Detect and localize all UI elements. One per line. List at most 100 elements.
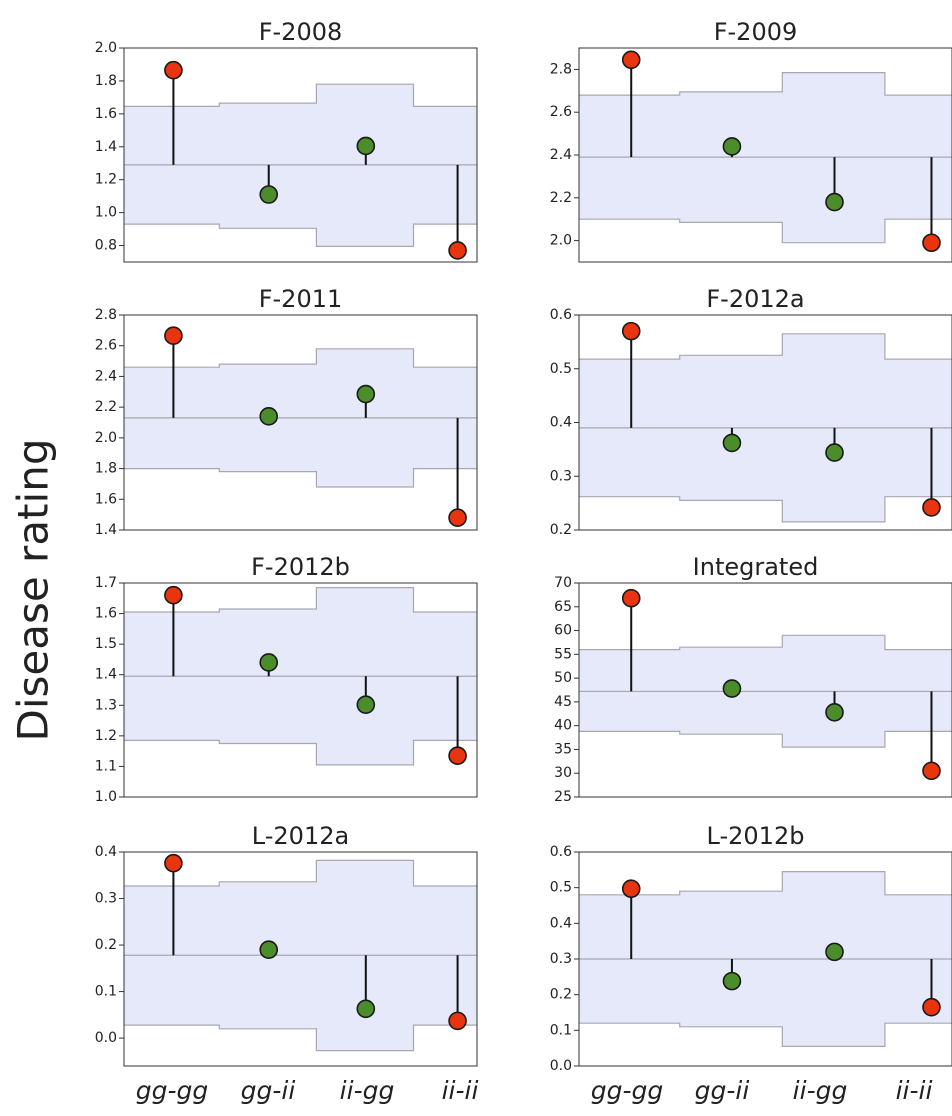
y-tick-label: 0.5 [550, 361, 572, 377]
y-tick-label: 1.0 [95, 789, 117, 805]
chart-panel: 0.8 1.0 1.2 1.4 1.6 1.8 2.0 F-2008 [95, 18, 478, 263]
upper-limit-line [124, 859, 477, 887]
x-category-label: gg-gg [590, 1076, 664, 1105]
chart-panel: 2.0 2.2 2.4 2.6 2.8 F-2009 [550, 18, 952, 263]
plot-area [124, 60, 477, 260]
y-tick-label: 1.6 [95, 491, 117, 507]
data-point [356, 999, 376, 1019]
data-point [825, 443, 844, 462]
y-tick-label: 2.0 [95, 40, 117, 56]
data-point [259, 407, 279, 426]
chart-title: L-2012a [252, 822, 349, 850]
data-point [722, 137, 742, 156]
y-tick-label: 1.3 [95, 697, 117, 713]
plot-frame [123, 47, 478, 263]
y-tick-label: 0.2 [95, 937, 117, 953]
upper-limit-line [124, 83, 477, 107]
plot-area [579, 321, 952, 523]
data-point [922, 233, 941, 253]
y-tick-label: 1.2 [95, 728, 117, 744]
y-tick-label: 2.0 [95, 430, 117, 446]
data-point [259, 940, 279, 959]
y-tick-label: 2.4 [95, 368, 117, 384]
x-category-label: ii-gg [792, 1076, 848, 1105]
upper-limit-line [579, 333, 952, 360]
x-category-label: gg-gg [135, 1076, 209, 1105]
y-tick-label: 2.2 [550, 190, 572, 206]
y-tick-label: 0.5 [550, 880, 572, 896]
y-tick-label: 2.2 [95, 399, 117, 415]
chart-title: F-2011 [259, 285, 343, 313]
y-tick-label: 45 [554, 694, 572, 710]
data-point [164, 60, 183, 80]
data-point [356, 136, 376, 156]
data-point [922, 761, 941, 781]
lower-limit-line [579, 1022, 952, 1047]
chart-title: F-2009 [714, 18, 798, 46]
y-tick-label: 2.4 [550, 147, 572, 163]
y-tick-label: 0.4 [550, 415, 572, 431]
data-point [621, 321, 641, 341]
data-point [356, 695, 376, 714]
data-point [448, 1011, 467, 1031]
data-point [722, 679, 742, 698]
data-point [164, 585, 183, 605]
chart-panel: 0.2 0.3 0.4 0.5 0.6 F-2012a [550, 285, 952, 538]
plot-frame [123, 582, 478, 798]
chart-title: Integrated [693, 553, 819, 581]
plot-frame [578, 582, 952, 798]
y-tick-label: 60 [554, 623, 572, 639]
plot-frame [123, 314, 478, 531]
lower-limit-line [124, 468, 477, 488]
data-point [922, 997, 941, 1017]
plot-area [579, 871, 952, 1047]
y-tick-label: 1.4 [95, 139, 117, 155]
y-tick-label: 0.4 [95, 844, 117, 860]
y-tick-label: 1.0 [95, 205, 117, 221]
plot-area [124, 585, 477, 766]
lower-limit-line [124, 223, 477, 247]
data-point [259, 653, 279, 672]
x-category-labels: gg-gg gg-ii ii-gg ii-ii gg-gg gg-ii ii-g… [0, 1076, 952, 1116]
y-tick-label: 0.2 [550, 987, 572, 1003]
y-tick-label: 40 [554, 718, 572, 734]
data-point [825, 192, 844, 212]
y-tick-label: 0.3 [550, 951, 572, 967]
lower-limit-line [579, 218, 952, 244]
y-tick-label: 1.4 [95, 667, 117, 683]
upper-limit-line [579, 72, 952, 96]
data-point [722, 433, 742, 453]
y-tick-label: 2.0 [550, 233, 572, 249]
x-category-label: gg-ii [694, 1076, 750, 1105]
data-point [259, 185, 279, 204]
data-point [722, 971, 742, 991]
y-tick-label: 35 [554, 741, 572, 757]
y-tick-label: 1.6 [95, 606, 117, 622]
y-tick-label: 0.0 [550, 1058, 572, 1074]
y-tick-label: 1.4 [95, 522, 117, 538]
data-point [448, 508, 467, 528]
plot-area [579, 50, 952, 253]
y-tick-label: 0.3 [95, 891, 117, 907]
lower-limit-line [579, 496, 952, 523]
y-tick-label: 65 [554, 599, 572, 615]
y-tick-label: 25 [554, 789, 572, 805]
data-point [922, 498, 941, 517]
y-tick-label: 1.8 [95, 461, 117, 477]
upper-limit-line [579, 871, 952, 896]
upper-limit-line [579, 634, 952, 651]
y-tick-label: 55 [554, 646, 572, 662]
data-point [356, 384, 376, 404]
upper-limit-line [124, 587, 477, 613]
plot-area [124, 326, 477, 528]
y-tick-label: 0.6 [550, 844, 572, 860]
y-tick-label: 0.2 [550, 522, 572, 538]
y-tick-label: 50 [554, 670, 572, 686]
y-tick-label: 0.1 [95, 984, 117, 1000]
chart-panel: 0.0 0.1 0.2 0.3 0.4 0.5 0.6 L-2012b [550, 822, 952, 1074]
y-tick-label: 1.1 [95, 758, 117, 774]
data-point [621, 50, 641, 70]
lower-limit-line [579, 730, 952, 748]
y-tick-label: 70 [554, 575, 572, 591]
data-point [448, 241, 467, 260]
